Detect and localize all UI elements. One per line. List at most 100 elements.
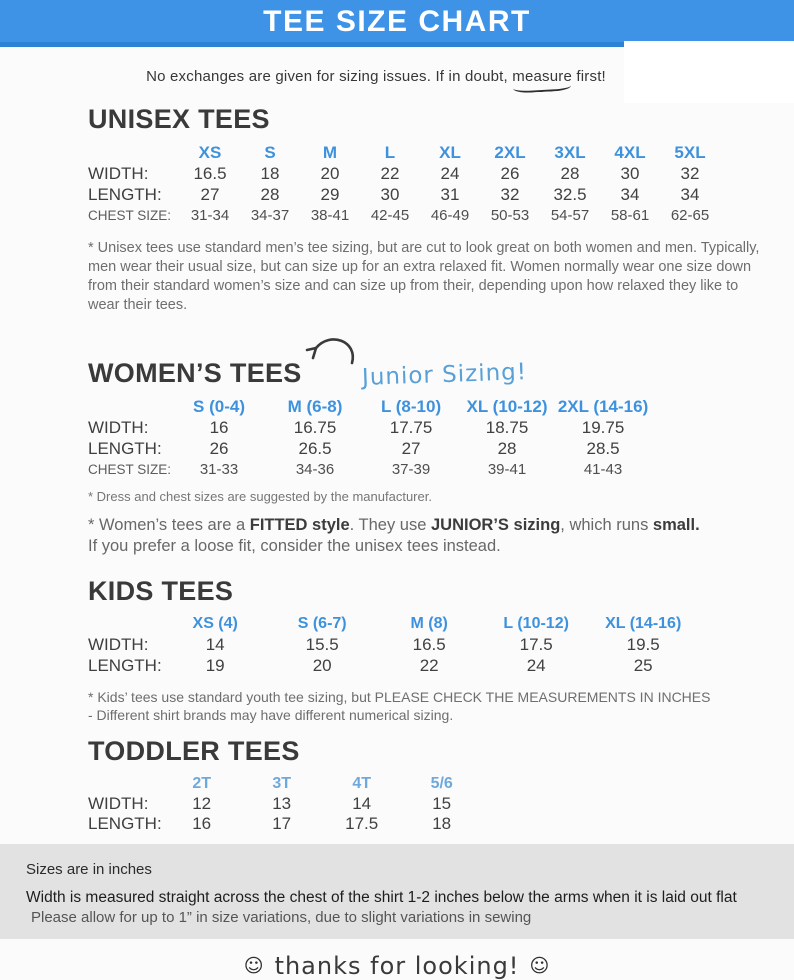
size-value-cell: 22 [380,163,400,183]
womens-heading-row: WOMEN’S TEES Junior Sizing! [88,331,766,391]
womens-section: WOMEN’S TEES Junior Sizing! S (0-4) M (6-… [88,331,766,557]
text-segment: JUNIOR’S sizing [431,516,561,535]
size-value-cell: 24 [526,656,546,676]
size-column-header: L [384,142,396,162]
size-column-header: 4T [352,774,372,792]
unisex-heading: UNISEX TEES [88,104,270,134]
size-value-cell: 37-39 [391,461,431,479]
size-value-cell: 29 [320,184,340,204]
size-value-cell: 18 [260,163,280,183]
size-value-cell: 19 [205,656,225,676]
table-row: LENGTH: 27 28 29 30 31 32 32.5 34 34 [88,184,720,205]
size-value-cell: 31-33 [199,461,239,479]
measurement-info-footer: Sizes are in inches Width is measured st… [0,843,794,939]
size-value-cell: 13 [272,793,292,813]
row-label: WIDTH: [88,417,149,437]
size-value-cell: 22 [419,656,439,676]
size-variation-note: Please allow for up to 1” in size variat… [31,908,532,926]
size-value-cell: 18 [432,813,452,833]
size-value-cell: 32 [680,163,700,183]
womens-heading: WOMEN’S TEES [88,358,302,389]
no-exchanges-notice: No exchanges are given for sizing issues… [0,68,752,85]
kids-size-table: XS (4) S (6-7) M (8) L (10-12) XL (14-16) WID… [88,614,697,677]
size-value-cell: 25 [633,656,653,676]
row-label: LENGTH: [88,656,162,676]
smiley-icon: ☺ [529,954,551,977]
womens-manufacturer-note: * Dress and chest sizes are suggested by… [88,489,432,505]
size-value-cell: 34-37 [250,207,290,224]
size-column-header: 5/6 [430,774,453,792]
size-value-cell: 16.75 [293,417,337,437]
womens-size-table: S (0-4) M (6-8) L (8-10) XL (10-12) 2XL (14-… [88,396,651,480]
size-value-cell: 12 [192,793,212,813]
text-segment: If you prefer a loose fit, consider the … [88,537,501,556]
table-corner [88,396,171,417]
size-value-cell: 14 [205,635,225,655]
size-column-header: 2T [192,774,212,792]
title-banner: TEE SIZE CHART [0,0,794,47]
size-column-header: XS [198,142,222,162]
size-value-cell: 16 [192,813,212,833]
size-value-cell: 58-61 [610,207,650,224]
size-column-header: 2XL (14-16) [557,396,649,416]
size-value-cell: 27 [200,184,220,204]
row-label: WIDTH: [88,163,149,183]
kids-note: * Kids’ tees use standard youth tee sizi… [88,688,711,723]
text-segment: * Women’s tees are a [88,516,250,535]
size-value-cell: 28 [560,163,580,183]
size-column-header: XS (4) [192,615,238,633]
size-value-cell: 34 [680,184,700,204]
table-row: CHEST SIZE: 31-34 34-37 38-41 42-45 46-49 50-5… [88,205,720,226]
thanks-text: thanks for looking! [274,951,520,980]
unisex-note: * Unisex tees use standard men’s tee siz… [88,240,760,313]
womens-fitted-note: * Women’s tees are a FITTED style. They … [88,515,766,557]
size-value-cell: 32 [500,184,520,204]
table-row: WIDTH: 16 16.75 17.75 18.75 19.75 [88,417,651,438]
size-value-cell: 26.5 [298,438,332,458]
size-value-cell: 17.75 [389,417,433,437]
size-column-header: L (8-10) [380,396,442,416]
table-corner [88,774,162,794]
width-measurement-note: Width is measured straight across the ch… [26,888,737,906]
size-value-cell: 17 [272,813,292,833]
size-value-cell: 18.75 [485,417,529,437]
size-value-cell: 38-41 [310,207,350,224]
sizes-in-inches-note: Sizes are in inches [26,860,152,878]
toddler-size-table: 2T 3T 4T 5/6 WIDTH: 12 13 14 15 LENGTH: 16 17 17.5 18 [88,774,482,834]
size-value-cell: 24 [440,163,460,183]
size-column-header: XL (10-12) [466,396,548,416]
size-column-header: L (10-12) [503,615,569,633]
size-column-header: 3T [272,774,292,792]
toddler-heading: TODDLER TEES [88,735,300,766]
size-column-header: S (0-4) [193,396,246,416]
size-column-header: 3XL [554,142,586,162]
toddler-section: TODDLER TEES 2T 3T 4T 5/6 WIDTH: 12 13 14 15 LENG… [88,736,766,834]
size-value-cell: 15.5 [305,635,339,655]
size-value-cell: 20 [320,163,340,183]
size-value-cell: 30 [620,163,640,183]
text-segment: first! [572,68,606,85]
size-value-cell: 26 [209,438,229,458]
size-value-cell: 28 [260,184,280,204]
kids-heading: KIDS TEES [88,575,234,606]
size-column-header: XL (14-16) [605,615,682,633]
row-label: LENGTH: [88,813,162,833]
row-label: CHEST SIZE: [88,208,172,223]
size-chart-content: UNISEX TEES XS S M L XL 2XL 3XL 4XL 5XL WIDTH: 16.… [0,104,794,834]
size-column-header: M [322,142,338,162]
unisex-section: UNISEX TEES XS S M L XL 2XL 3XL 4XL 5XL WIDTH: 16.… [88,104,766,314]
size-value-cell: 17.5 [519,635,553,655]
text-segment: No exchanges are given for sizing issues… [146,68,513,85]
text-segment: measure [512,68,573,85]
size-column-header: 5XL [674,142,706,162]
size-value-cell: 20 [312,656,332,676]
size-value-cell: 42-45 [370,207,410,224]
text-segment: , which runs [560,516,653,535]
table-corner [88,142,180,163]
size-value-cell: 34-36 [295,461,335,479]
size-column-header: S [264,142,276,162]
row-label: LENGTH: [88,438,162,458]
size-value-cell: 62-65 [670,207,710,224]
text-segment: FITTED style [249,516,350,535]
page-title: TEE SIZE CHART [263,5,531,38]
